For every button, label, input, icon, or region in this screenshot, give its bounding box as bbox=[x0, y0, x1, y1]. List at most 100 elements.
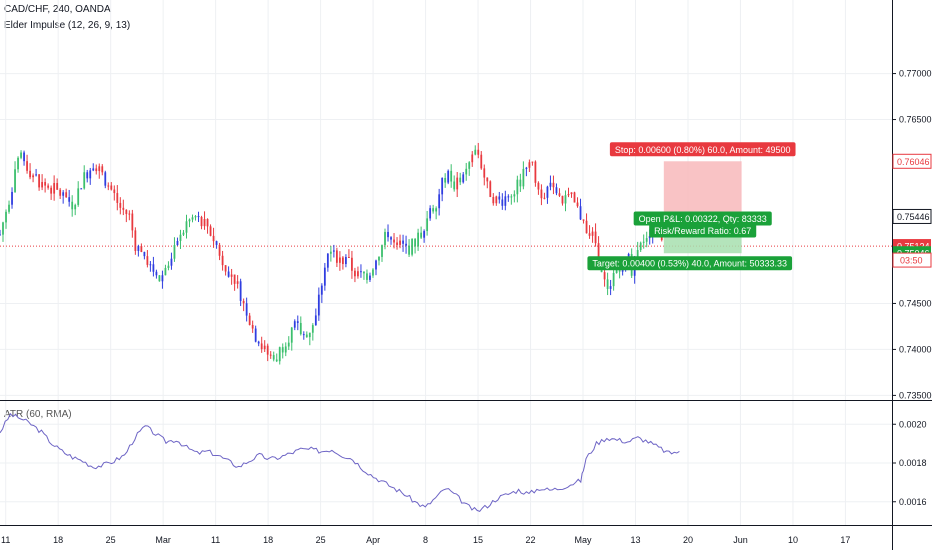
candle-body bbox=[642, 241, 645, 243]
candle-body bbox=[17, 157, 19, 170]
candle-body bbox=[534, 161, 537, 183]
candle-body bbox=[396, 242, 398, 245]
candle-body bbox=[149, 264, 152, 266]
candle-body bbox=[435, 208, 438, 212]
candle-body bbox=[11, 191, 13, 205]
candle-body bbox=[260, 343, 263, 350]
candle-body bbox=[492, 196, 495, 204]
candle-body bbox=[323, 267, 326, 286]
candle-body bbox=[489, 181, 492, 197]
candle-body bbox=[495, 196, 498, 204]
position-tool[interactable]: Stop: 0.00600 (0.80%) 60.0, Amount: 4950… bbox=[587, 142, 796, 271]
candle-body bbox=[71, 201, 74, 210]
indicator-label: Elder Impulse (12, 26, 9, 13) bbox=[4, 20, 131, 31]
candle-body bbox=[110, 185, 113, 190]
candle-body bbox=[531, 161, 534, 163]
candle-body bbox=[203, 218, 206, 227]
candle-body bbox=[342, 257, 344, 265]
candle-body bbox=[287, 342, 290, 347]
candle-body bbox=[38, 174, 41, 188]
candle-body bbox=[173, 245, 176, 259]
candle-body bbox=[414, 238, 416, 247]
stop-price-label bbox=[892, 153, 932, 169]
candle-body bbox=[570, 192, 573, 195]
candle-body bbox=[170, 258, 173, 266]
candle-body bbox=[101, 166, 104, 173]
candle-body bbox=[585, 220, 588, 234]
candle-body bbox=[221, 255, 224, 266]
candle-body bbox=[537, 182, 540, 190]
candle-body bbox=[432, 208, 435, 212]
candle-body bbox=[227, 271, 230, 277]
candle-body bbox=[278, 347, 281, 362]
candle-body bbox=[29, 170, 31, 178]
candle-body bbox=[284, 346, 287, 353]
candle-body bbox=[393, 239, 395, 243]
x-tick-label: Jun bbox=[733, 535, 748, 545]
candle-body bbox=[438, 194, 441, 209]
candle-body bbox=[462, 174, 465, 183]
candles bbox=[0, 142, 663, 365]
x-tick-label: Mar bbox=[155, 535, 171, 545]
candle-body bbox=[125, 209, 128, 215]
candle-body bbox=[98, 166, 101, 172]
candle-body bbox=[281, 347, 284, 353]
candle-body bbox=[645, 238, 648, 242]
candle-body bbox=[459, 177, 462, 183]
candle-body bbox=[648, 236, 651, 239]
candle-body bbox=[636, 250, 639, 261]
candle-body bbox=[351, 257, 353, 271]
candle-body bbox=[41, 182, 44, 188]
candle-body bbox=[453, 181, 456, 190]
candle-body bbox=[564, 195, 567, 204]
candle-body bbox=[35, 174, 37, 176]
pnl-badge-text: Open P&L: 0.00322, Qty: 83333 bbox=[639, 214, 767, 224]
candle-body bbox=[134, 230, 137, 251]
pnl-badge bbox=[633, 211, 772, 226]
candle-body bbox=[308, 332, 311, 338]
candle-body bbox=[290, 327, 293, 343]
candle-body bbox=[119, 202, 122, 208]
candle-body bbox=[230, 274, 233, 277]
candle-body bbox=[486, 177, 489, 182]
candle-body bbox=[417, 232, 419, 247]
candle-body bbox=[354, 270, 356, 277]
candle-body bbox=[191, 217, 194, 220]
candle-body bbox=[522, 168, 525, 187]
candle-body bbox=[245, 303, 248, 316]
candle-body bbox=[137, 246, 140, 251]
candle-body bbox=[248, 315, 251, 325]
current-price-label bbox=[892, 208, 932, 224]
candle-body bbox=[32, 175, 34, 178]
candle-body bbox=[215, 241, 218, 245]
candle-body bbox=[543, 197, 546, 199]
candle-body bbox=[86, 172, 89, 179]
candle-body bbox=[65, 192, 68, 198]
candle-body bbox=[305, 334, 308, 338]
candle-body bbox=[218, 244, 221, 256]
target-badge bbox=[587, 256, 793, 271]
countdown-box bbox=[892, 252, 932, 268]
candle-body bbox=[513, 194, 516, 197]
atr-tick-label: 0.0016 bbox=[899, 497, 927, 507]
candle-body bbox=[0, 234, 1, 236]
y-tick-label: 0.73500 bbox=[899, 390, 932, 400]
candle-body bbox=[456, 177, 459, 190]
atr-tick-label: 0.0018 bbox=[899, 458, 927, 468]
candle-body bbox=[399, 240, 401, 245]
candle-body bbox=[474, 149, 477, 155]
candle-body bbox=[615, 268, 618, 273]
candle-body bbox=[14, 169, 16, 192]
candle-body bbox=[140, 246, 143, 252]
candle-body bbox=[20, 152, 22, 158]
candle-body bbox=[465, 168, 468, 175]
candle-body bbox=[200, 216, 203, 227]
candle-body bbox=[8, 204, 10, 212]
candle-body bbox=[266, 345, 269, 355]
candle-body bbox=[197, 216, 200, 218]
countdown-label: 03:50 bbox=[900, 256, 923, 266]
candle-body bbox=[423, 231, 426, 238]
candle-body bbox=[612, 272, 615, 287]
candle-body bbox=[332, 250, 335, 252]
